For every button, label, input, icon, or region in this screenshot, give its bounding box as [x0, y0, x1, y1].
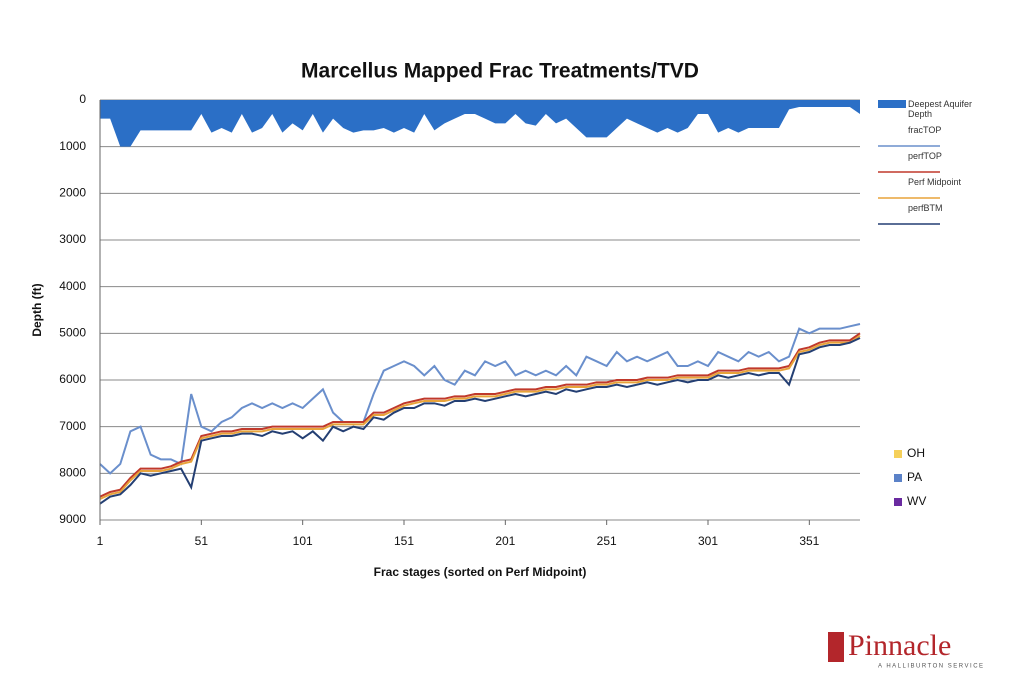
x-tick-label: 101: [293, 534, 313, 548]
y-tick-label: 0: [79, 92, 86, 106]
legend-swatch: [878, 100, 906, 108]
line: [99, 337, 861, 505]
x-tick-label: 351: [799, 534, 819, 548]
x-tick-label: 51: [195, 534, 209, 548]
logo-tagline: A HALLIBURTON SERVICE: [878, 664, 985, 670]
y-tick-label: 3000: [59, 232, 86, 246]
y-tick-label: 9000: [59, 512, 86, 526]
y-tick-label: 1000: [59, 139, 86, 153]
area: [100, 100, 860, 147]
legend-label: perfTOP: [908, 151, 942, 161]
logo-name: Pinnacle: [848, 629, 951, 662]
legend-label: Perf Midpoint: [908, 177, 962, 187]
y-tick-label: 2000: [59, 186, 86, 200]
state-swatch: [894, 450, 902, 458]
x-axis-label: Frac stages (sorted on Perf Midpoint): [374, 565, 587, 579]
y-tick-label: 4000: [59, 279, 86, 293]
x-tick-label: 251: [597, 534, 617, 548]
x-tick-label: 1: [97, 534, 104, 548]
line: [99, 323, 861, 475]
state-label: WV: [907, 494, 927, 508]
state-swatch: [894, 474, 902, 482]
state-label: PA: [907, 470, 923, 484]
y-tick-label: 7000: [59, 419, 86, 433]
y-axis-label: Depth (ft): [30, 283, 44, 336]
state-swatch: [894, 498, 902, 506]
line: [99, 334, 861, 500]
x-tick-label: 301: [698, 534, 718, 548]
legend-label: Deepest Aquifer Depth: [908, 99, 973, 119]
chart-title: Marcellus Mapped Frac Treatments/TVD: [301, 60, 699, 83]
y-tick-label: 6000: [59, 372, 86, 386]
line: [99, 332, 861, 498]
logo-icon: [828, 632, 844, 662]
legend-label: fracTOP: [908, 125, 942, 135]
x-tick-label: 201: [495, 534, 515, 548]
state-label: OH: [907, 446, 925, 460]
x-tick-label: 151: [394, 534, 414, 548]
y-tick-label: 8000: [59, 466, 86, 480]
y-tick-label: 5000: [59, 326, 86, 340]
legend-label: perfBTM: [908, 203, 943, 213]
